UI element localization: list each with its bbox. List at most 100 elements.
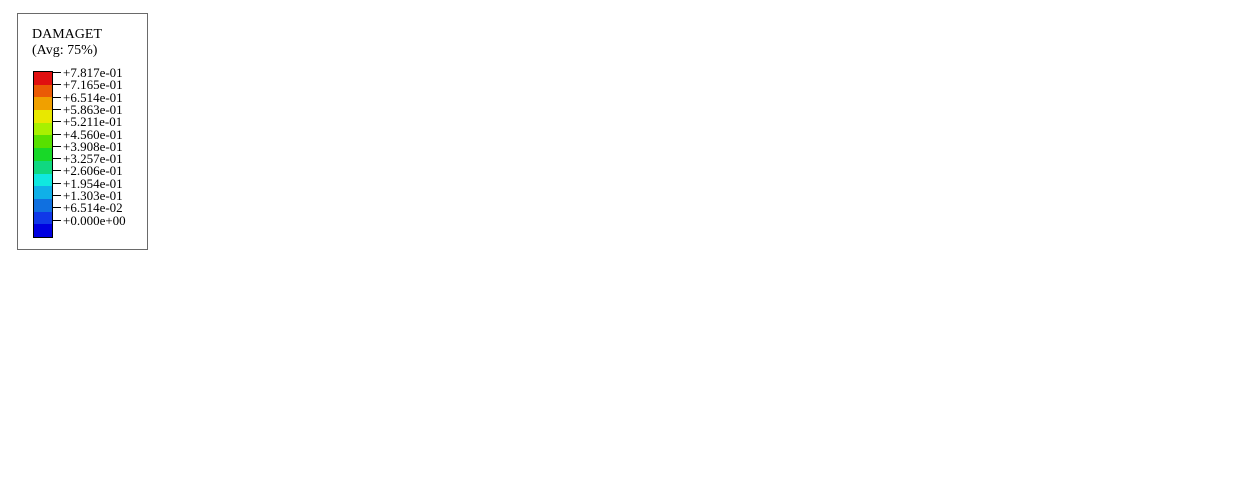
- mesh-line: [10, 384, 1226, 391]
- legend-label: +1.303e-01: [63, 188, 123, 203]
- legend-label: +7.817e-01: [63, 65, 123, 80]
- cylindrical-shell: [10, 268, 1232, 465]
- damaged-element: [410, 390, 421, 400]
- damaged-element: [410, 330, 421, 340]
- damage-band-2-contour: [404, 331, 428, 433]
- damage-spot-3-contour: [481, 359, 539, 411]
- damage-spot-6-contour: [898, 342, 932, 426]
- damage-band-1-contour: [282, 337, 302, 423]
- damage-spot-4-contour: [586, 318, 600, 358]
- legend-label: +3.908e-01: [63, 138, 123, 154]
- damage-spot-3-contour: [472, 351, 548, 419]
- mesh-line: [10, 377, 1226, 380]
- mesh-line: [10, 399, 1226, 412]
- damage-spot-8-contour: [1070, 349, 1084, 403]
- damaged-element: [287, 405, 298, 415]
- damaged-element: [287, 365, 298, 375]
- damage-spot-7-contour: [963, 343, 993, 421]
- legend-tick: [53, 195, 61, 196]
- legend-tick: [53, 158, 61, 160]
- legend-label: +5.211e-01: [63, 114, 123, 130]
- legend-tick: [53, 170, 61, 172]
- legend-swatch: [34, 72, 52, 86]
- mesh-line: [10, 313, 1226, 336]
- legend-swatch: [34, 110, 52, 124]
- mesh-line: [10, 345, 1226, 358]
- damaged-element: [410, 350, 421, 360]
- mesh-line: [10, 367, 1226, 372]
- damaged-element: [287, 385, 298, 395]
- legend-label: +7.165e-01: [63, 77, 123, 93]
- mesh-grid: [10, 271, 1226, 465]
- damaged-element: [410, 430, 421, 440]
- legend-label: +1.954e-01: [63, 175, 123, 191]
- mesh-line: [10, 406, 1226, 423]
- color-legend: DAMAGET (Avg: 75%) +7.817e-01 +7.165e-01 +…: [17, 13, 148, 250]
- legend-swatch: [34, 84, 52, 98]
- legend-subtitle: (Avg: 75%): [32, 43, 98, 58]
- mesh-line: [10, 292, 1226, 322]
- mesh-line: [10, 302, 1226, 329]
- mesh-line: [10, 356, 1226, 365]
- mesh-line: [10, 281, 1226, 314]
- damage-spot-6-contour: [902, 352, 928, 416]
- legend-tick: [53, 121, 61, 123]
- mesh-line: [10, 414, 1226, 434]
- legend-label: +6.514e-01: [63, 89, 123, 105]
- legend-tick: [53, 72, 61, 73]
- mesh-line: [10, 421, 1226, 444]
- legend-label: +2.606e-01: [63, 163, 123, 179]
- legend-tick: [53, 207, 61, 209]
- legend-tick: [53, 96, 61, 98]
- damage-contours: [279, 296, 1091, 450]
- damage-band-2-contour: [401, 314, 431, 450]
- mesh-line: [10, 436, 1226, 465]
- legend-swatch: [34, 97, 52, 111]
- damaged-element: [410, 400, 421, 410]
- damaged-element: [287, 355, 298, 365]
- damaged-element: [287, 375, 298, 385]
- legend-label: +3.257e-01: [63, 151, 123, 167]
- damaged-element: [410, 380, 421, 390]
- damage-spot-7-contour: [968, 357, 988, 407]
- shell-edge: [1205, 268, 1232, 440]
- legend-swatch: [34, 173, 52, 187]
- damage-band-1-contour: [279, 322, 305, 438]
- damaged-element: [410, 340, 421, 350]
- legend-color-bar: [33, 71, 53, 238]
- legend-swatch: [34, 198, 52, 213]
- mesh-line: [10, 324, 1226, 343]
- legend-tick: [53, 182, 61, 184]
- legend-label: +4.560e-01: [63, 126, 123, 142]
- legend-label: +6.514e-02: [63, 200, 123, 216]
- mesh-line: [10, 429, 1226, 455]
- shell-surface: [10, 271, 1226, 465]
- damaged-element: [410, 370, 421, 380]
- legend-tick: [53, 108, 61, 110]
- legend-swatch: [34, 135, 52, 149]
- legend-tick: [53, 219, 61, 221]
- damaged-element: [410, 420, 421, 430]
- damaged-element: [410, 360, 421, 370]
- legend-label: +5.863e-01: [63, 101, 123, 117]
- damaged-element: [410, 410, 421, 420]
- damaged-element: [287, 395, 298, 405]
- damage-spot-5-contour: [826, 296, 846, 384]
- mesh-line: [10, 392, 1226, 401]
- damage-spot-7-contour: [959, 330, 997, 434]
- legend-swatch: [34, 160, 52, 175]
- legend-swatch: [34, 211, 52, 225]
- damage-spot-8-contour: [1063, 320, 1091, 432]
- legend-swatch: [34, 186, 52, 200]
- legend-title: DAMAGET: [32, 27, 102, 42]
- damage-band-1-contour: [285, 352, 299, 408]
- shell-edge-left: [10, 280, 16, 424]
- damage-spot-8-contour: [1066, 334, 1088, 418]
- damage-band-1-contour: [289, 367, 295, 393]
- damage-band-2-contour: [408, 349, 424, 415]
- damage-band-2-contour: [412, 367, 420, 397]
- legend-tick: [53, 133, 61, 135]
- damaged-element: [287, 345, 298, 355]
- legend-swatch: [34, 224, 52, 238]
